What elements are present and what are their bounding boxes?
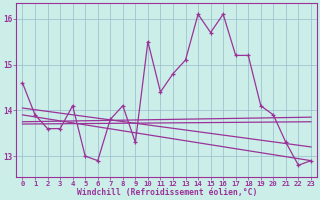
X-axis label: Windchill (Refroidissement éolien,°C): Windchill (Refroidissement éolien,°C) — [76, 188, 257, 197]
